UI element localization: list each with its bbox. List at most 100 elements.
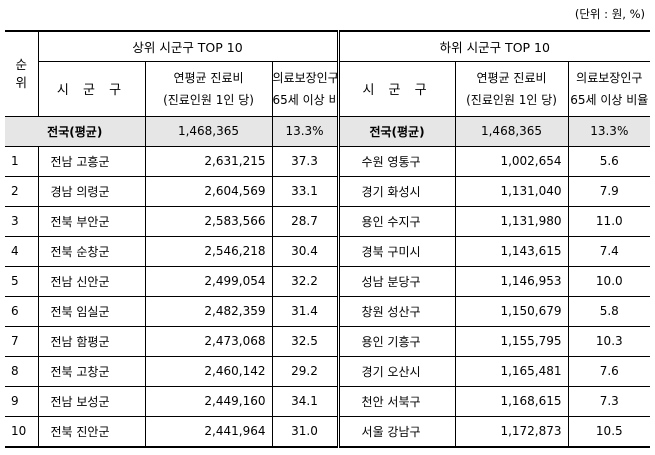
upper-rate-header-line2: 65세 이상 비율 <box>272 92 337 107</box>
lower-rate-header-line2: 65세 이상 비율 <box>570 92 649 107</box>
upper-region-cell: 전남 고흥군 <box>37 145 146 177</box>
upper-region-cell: 전남 신안군 <box>37 265 146 297</box>
lower-cost-cell: 1,143,615 <box>454 235 569 267</box>
upper-group-title: 상위 시군구 TOP 10 <box>37 30 339 62</box>
rank-cell: 3 <box>5 205 39 237</box>
table-row: 10 전북 진안군 2,441,964 31.0 서울 강남구 1,172,873 10.5 <box>5 415 651 448</box>
table-row: 2 경남 의령군 2,604,569 33.1 경기 화성시 1,131,040 7.9 <box>5 175 651 207</box>
national-lower-rate: 13.3% <box>567 115 651 147</box>
rank-header-bottom: 위 <box>15 74 27 90</box>
lower-region-cell: 천안 서북구 <box>336 385 456 417</box>
lower-region-cell: 용인 수지구 <box>336 205 456 237</box>
lower-cost-cell: 1,131,040 <box>454 175 569 207</box>
lower-region-cell: 수원 영통구 <box>336 145 456 177</box>
rank-header-top: 순 <box>15 56 27 72</box>
lower-region-cell: 경북 구미시 <box>336 235 456 267</box>
upper-cost-cell: 2,583,566 <box>144 205 273 237</box>
lower-region-header: 시 군 구 <box>336 60 456 117</box>
upper-rate-cell: 31.0 <box>271 415 339 448</box>
upper-rate-cell: 32.2 <box>271 265 339 297</box>
lower-cost-header-line2: (진료인원 1인 당) <box>466 92 557 107</box>
rank-cell: 5 <box>5 265 39 297</box>
upper-cost-cell: 2,460,142 <box>144 355 273 387</box>
lower-cost-header: 연평균 진료비 (진료인원 1인 당) <box>454 60 569 117</box>
national-upper-cost: 1,468,365 <box>144 115 273 147</box>
national-lower-label: 전국(평균) <box>336 115 456 147</box>
upper-region-cell: 전북 고창군 <box>37 355 146 387</box>
upper-region-cell: 전남 보성군 <box>37 385 146 417</box>
lower-rate-cell: 10.0 <box>567 265 651 297</box>
lower-region-cell: 경기 화성시 <box>336 175 456 207</box>
rank-cell: 7 <box>5 325 39 357</box>
unit-note: (단위 : 원, %) <box>574 7 645 21</box>
lower-region-cell: 경기 오산시 <box>336 355 456 387</box>
lower-rate-cell: 10.5 <box>567 415 651 448</box>
lower-region-cell: 서울 강남구 <box>336 415 456 448</box>
table-row: 8 전북 고창군 2,460,142 29.2 경기 오산시 1,165,481 7.6 <box>5 355 651 387</box>
upper-region-cell: 전남 함평군 <box>37 325 146 357</box>
upper-cost-cell: 2,546,218 <box>144 235 273 267</box>
upper-cost-header-line1: 연평균 진료비 <box>173 70 244 85</box>
lower-cost-cell: 1,165,481 <box>454 355 569 387</box>
upper-cost-cell: 2,441,964 <box>144 415 273 448</box>
lower-cost-cell: 1,168,615 <box>454 385 569 417</box>
upper-region-cell: 전북 순창군 <box>37 235 146 267</box>
lower-rate-cell: 7.9 <box>567 175 651 207</box>
upper-region-header: 시 군 구 <box>38 60 146 117</box>
table-row: 1 전남 고흥군 2,631,215 37.3 수원 영통구 1,002,654 5.6 <box>5 145 651 177</box>
upper-region-cell: 경남 의령군 <box>37 175 146 207</box>
upper-region-cell: 전북 임실군 <box>37 295 146 327</box>
table-row: 4 전북 순창군 2,546,218 30.4 경북 구미시 1,143,615 7.4 <box>5 235 651 267</box>
lower-cost-cell: 1,155,795 <box>454 325 569 357</box>
lower-rate-cell: 7.6 <box>567 355 651 387</box>
header-row-2: 시 군 구 연평균 진료비 (진료인원 1인 당) 의료보장인구 65세 이상 … <box>5 60 651 117</box>
national-lower-cost: 1,468,365 <box>454 115 569 147</box>
upper-rate-cell: 34.1 <box>271 385 339 417</box>
table-row: 3 전북 부안군 2,583,566 28.7 용인 수지구 1,131,980 11.0 <box>5 205 651 237</box>
upper-cost-header: 연평균 진료비 (진료인원 1인 당) <box>144 60 273 117</box>
upper-cost-cell: 2,473,068 <box>144 325 273 357</box>
lower-region-cell: 용인 기흥구 <box>336 325 456 357</box>
upper-cost-cell: 2,482,359 <box>144 295 273 327</box>
lower-cost-header-line1: 연평균 진료비 <box>476 70 547 85</box>
upper-rate-cell: 28.7 <box>271 205 339 237</box>
upper-cost-cell: 2,604,569 <box>144 175 273 207</box>
upper-rate-cell: 33.1 <box>271 175 339 207</box>
upper-rate-cell: 30.4 <box>271 235 339 267</box>
lower-region-cell: 창원 성산구 <box>336 295 456 327</box>
upper-rate-cell: 37.3 <box>271 145 339 177</box>
table-row: 5 전남 신안군 2,499,054 32.2 성남 분당구 1,146,953 10.0 <box>5 265 651 297</box>
national-label: 전국(평균) <box>5 115 146 147</box>
lower-rate-cell: 7.4 <box>567 235 651 267</box>
ranking-table: 순 위 상위 시군구 TOP 10 하위 시군구 TOP 10 시 군 구 연평… <box>5 30 651 448</box>
upper-cost-cell: 2,499,054 <box>144 265 273 297</box>
header-row-1: 순 위 상위 시군구 TOP 10 하위 시군구 TOP 10 <box>5 30 651 117</box>
rank-cell: 1 <box>5 145 39 177</box>
national-average-row: 전국(평균) 1,468,365 13.3% 전국(평균) 1,468,365 … <box>5 115 651 147</box>
rank-header: 순 위 <box>5 30 39 117</box>
lower-cost-cell: 1,131,980 <box>454 205 569 237</box>
upper-cost-cell: 2,631,215 <box>144 145 273 177</box>
upper-rate-header-line1: 의료보장인구 <box>272 70 339 85</box>
upper-rate-header: 의료보장인구 65세 이상 비율 <box>271 60 339 117</box>
upper-rate-cell: 31.4 <box>271 295 339 327</box>
table-row: 7 전남 함평군 2,473,068 32.5 용인 기흥구 1,155,795 10.3 <box>5 325 651 357</box>
upper-region-cell: 전북 진안군 <box>37 415 146 448</box>
lower-cost-cell: 1,146,953 <box>454 265 569 297</box>
upper-rate-cell: 29.2 <box>271 355 339 387</box>
lower-rate-header: 의료보장인구 65세 이상 비율 <box>567 60 651 117</box>
table-row: 6 전북 임실군 2,482,359 31.4 창원 성산구 1,150,679 5.8 <box>5 295 651 327</box>
upper-rate-cell: 32.5 <box>271 325 339 357</box>
lower-rate-header-line1: 의료보장인구 <box>576 70 643 85</box>
lower-group-title: 하위 시군구 TOP 10 <box>336 30 651 62</box>
rank-cell: 9 <box>5 385 39 417</box>
rank-cell: 10 <box>5 415 39 448</box>
upper-cost-cell: 2,449,160 <box>144 385 273 417</box>
lower-cost-cell: 1,150,679 <box>454 295 569 327</box>
rank-cell: 4 <box>5 235 39 267</box>
lower-cost-cell: 1,002,654 <box>454 145 569 177</box>
table-row: 9 전남 보성군 2,449,160 34.1 천안 서북구 1,168,615 7.3 <box>5 385 651 417</box>
lower-rate-cell: 10.3 <box>567 325 651 357</box>
rank-cell: 2 <box>5 175 39 207</box>
national-upper-rate: 13.3% <box>271 115 339 147</box>
